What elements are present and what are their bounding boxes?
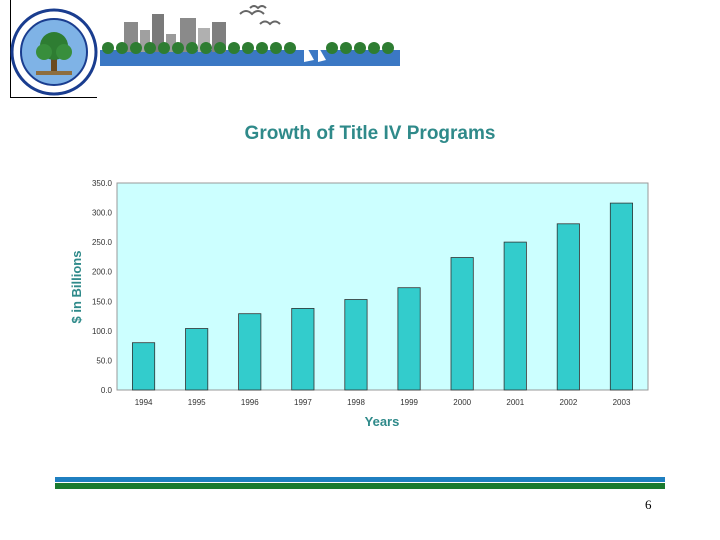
footer-divider [55,477,665,489]
y-tick-label: 350.0 [92,179,113,188]
x-tick-label: 1995 [188,398,206,407]
y-tick-label: 50.0 [96,356,112,365]
bar-1997 [291,307,315,391]
x-tick-label: 1996 [241,398,259,407]
x-tick-label: 2003 [613,398,631,407]
bar-1998 [344,299,368,391]
city-skyline-banner-icon [100,5,400,66]
y-tick-label: 250.0 [92,238,113,247]
y-tick-label: 300.0 [92,209,113,218]
bar-2002 [556,223,580,391]
logo-frame [10,0,97,98]
x-tick-label: 2001 [506,398,524,407]
y-tick-label: 150.0 [92,297,113,306]
bar-2001 [503,241,527,391]
y-axis-label: $ in Billions [69,251,84,324]
bar-1995 [185,328,209,391]
x-tick-label: 1994 [135,398,153,407]
bar-chart: 0.0 50.0 100.0 150.0 200.0 250.0 300.0 350.0 19… [69,179,649,429]
footer-green-bar [55,483,665,489]
bar-2000 [450,257,474,391]
footer-blue-bar [55,477,665,482]
x-tick-label: 1997 [294,398,312,407]
x-tick-label: 1999 [400,398,418,407]
department-of-education-seal-icon [10,8,98,96]
chart-title: Growth of Title IV Programs [244,123,496,144]
x-axis-label: Years [365,414,400,429]
x-tick-label: 2000 [453,398,471,407]
x-tick-label: 2002 [560,398,578,407]
bar-1994 [131,342,156,391]
y-tick-label: 200.0 [92,268,113,277]
bar-2003 [609,202,633,391]
bar-1999 [397,287,421,391]
x-tick-label: 1998 [347,398,365,407]
y-tick-label: 0.0 [101,386,113,395]
y-tick-label: 100.0 [92,327,113,336]
bar-1996 [238,313,262,391]
page-number: 6 [645,497,652,512]
